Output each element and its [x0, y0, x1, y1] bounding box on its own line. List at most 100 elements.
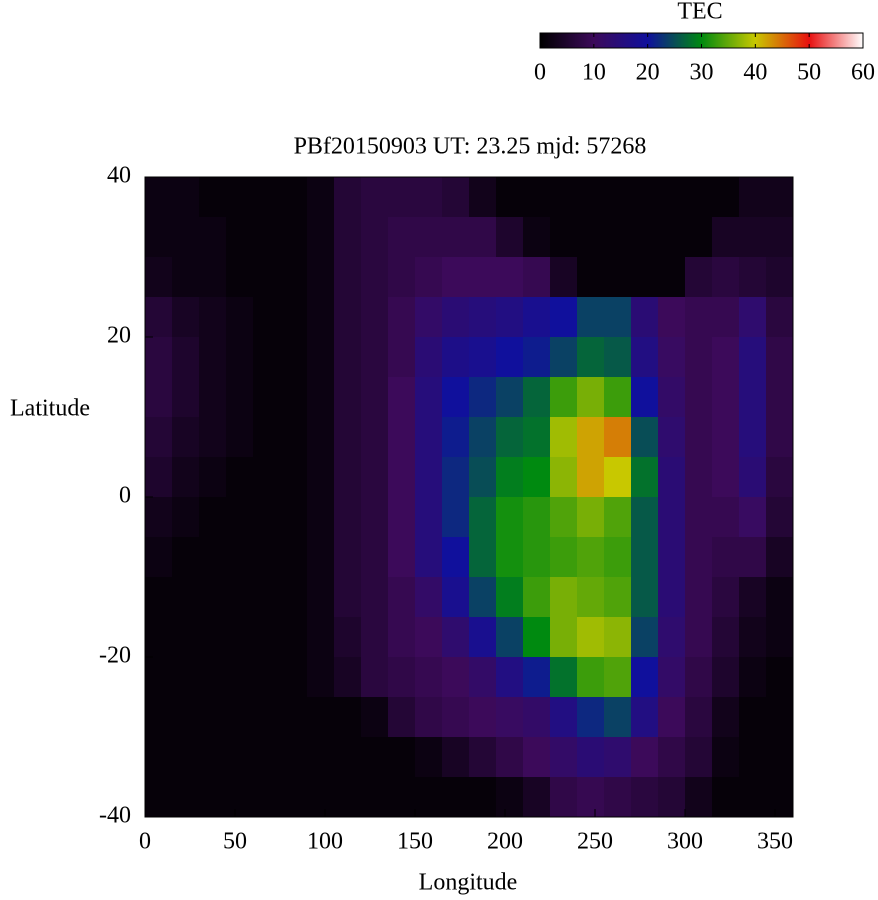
heat-cell	[334, 657, 362, 698]
colorbar-tick-label: 50	[797, 60, 821, 86]
heat-cell	[469, 497, 497, 538]
heat-cell	[685, 337, 713, 378]
heat-cell	[631, 657, 659, 698]
heat-cell	[199, 457, 227, 498]
heat-cell	[253, 697, 281, 738]
heat-cell	[307, 217, 335, 258]
heat-cell	[307, 697, 335, 738]
heat-cell	[739, 217, 767, 258]
chart-title: PBf20150903 UT: 23.25 mjd: 57268	[294, 134, 647, 160]
heat-cell	[604, 217, 632, 258]
heat-cell	[523, 417, 551, 458]
heat-cell	[739, 257, 767, 298]
heat-cell	[307, 377, 335, 418]
heat-cell	[253, 777, 281, 818]
y-tick-label: 20	[107, 323, 131, 349]
heat-cell	[685, 177, 713, 218]
heat-cell	[658, 657, 686, 698]
heat-cell	[280, 457, 308, 498]
heat-cell	[307, 497, 335, 538]
heat-cell	[604, 297, 632, 338]
heat-cell	[199, 337, 227, 378]
heat-cell	[739, 657, 767, 698]
heat-cell	[172, 697, 200, 738]
heat-cell	[145, 377, 173, 418]
heat-cell	[739, 617, 767, 658]
heat-cell	[712, 617, 740, 658]
heat-cell	[577, 377, 605, 418]
y-tick-label: -40	[99, 803, 131, 829]
heat-cell	[388, 737, 416, 778]
heat-cell	[415, 337, 443, 378]
heat-cell	[172, 777, 200, 818]
heat-cell	[442, 537, 470, 578]
heat-cell	[307, 297, 335, 338]
heat-cell	[658, 297, 686, 338]
heat-cell	[307, 777, 335, 818]
heat-cell	[658, 217, 686, 258]
heat-cell	[280, 697, 308, 738]
heat-cell	[577, 497, 605, 538]
heat-cell	[361, 537, 389, 578]
heat-cell	[145, 777, 173, 818]
heat-cell	[631, 177, 659, 218]
heat-cell	[685, 537, 713, 578]
heat-cell	[442, 657, 470, 698]
heat-cell	[604, 457, 632, 498]
heat-cell	[334, 377, 362, 418]
heat-cell	[550, 177, 578, 218]
heat-cell	[469, 537, 497, 578]
heat-cell	[550, 417, 578, 458]
heat-cell	[712, 577, 740, 618]
heat-cell	[253, 497, 281, 538]
heat-cell	[415, 257, 443, 298]
heat-cell	[496, 617, 524, 658]
heat-cell	[496, 697, 524, 738]
heat-cell	[631, 737, 659, 778]
heat-cell	[658, 497, 686, 538]
heat-cell	[280, 417, 308, 458]
heat-cell	[766, 697, 794, 738]
heat-cell	[469, 337, 497, 378]
heat-cell	[361, 377, 389, 418]
heat-cell	[226, 417, 254, 458]
heat-cell	[766, 417, 794, 458]
heat-cell	[199, 697, 227, 738]
heat-cell	[577, 617, 605, 658]
heat-cell	[658, 697, 686, 738]
heat-cell	[739, 537, 767, 578]
heat-cell	[226, 377, 254, 418]
heat-cell	[199, 537, 227, 578]
y-axis-label: Latitude	[10, 396, 90, 422]
heat-cell	[442, 377, 470, 418]
heat-cell	[523, 737, 551, 778]
heat-cell	[739, 337, 767, 378]
heat-cell	[577, 457, 605, 498]
heat-cell	[199, 577, 227, 618]
heat-cell	[766, 737, 794, 778]
heat-cell	[469, 297, 497, 338]
heat-cell	[388, 457, 416, 498]
heat-cell	[604, 417, 632, 458]
heat-cell	[577, 177, 605, 218]
heat-cell	[415, 737, 443, 778]
x-tick-label: 250	[577, 829, 613, 855]
heat-cell	[145, 537, 173, 578]
heat-cell	[172, 177, 200, 218]
heat-cell	[631, 777, 659, 818]
heat-cell	[577, 537, 605, 578]
heat-cell	[172, 497, 200, 538]
heat-cell	[388, 697, 416, 738]
heat-cell	[712, 177, 740, 218]
heat-cell	[523, 497, 551, 538]
heat-cell	[253, 417, 281, 458]
heat-cell	[469, 177, 497, 218]
heat-cell	[388, 617, 416, 658]
heat-cell	[253, 177, 281, 218]
heat-cell	[496, 497, 524, 538]
heat-cell	[334, 497, 362, 538]
heat-cell	[280, 297, 308, 338]
heat-cell	[766, 297, 794, 338]
heat-cell	[550, 337, 578, 378]
